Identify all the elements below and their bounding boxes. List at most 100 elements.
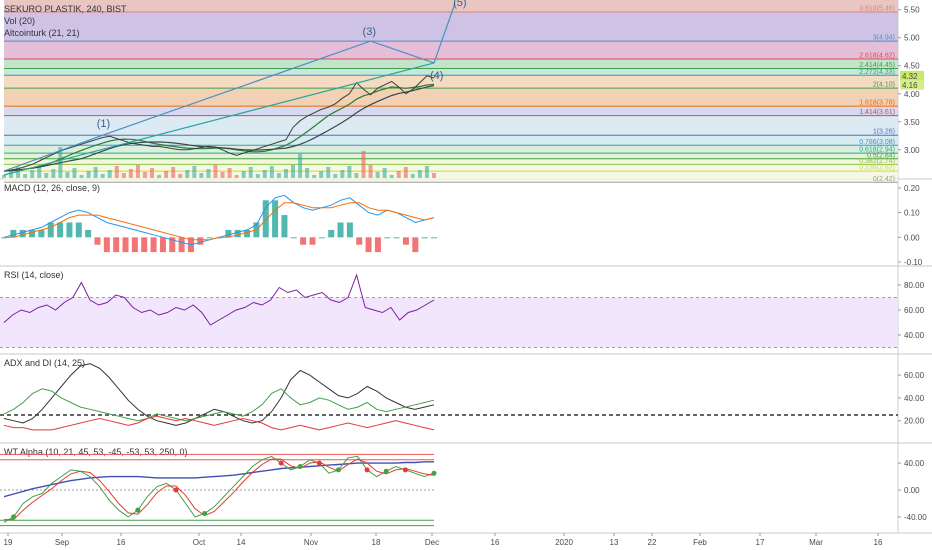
macd-histogram-bar [38, 229, 45, 238]
volume-bar [319, 171, 324, 178]
fib-level-label: 0.618(2.94) [859, 147, 895, 154]
rsi-ytick-label: 80.00 [904, 281, 925, 290]
fib-zone [4, 68, 898, 76]
macd-histogram-bar [328, 229, 335, 238]
wt-cross-dot [135, 507, 141, 513]
fib-level-label: 0.382(2.74) [859, 158, 895, 165]
volume-bar [382, 168, 387, 178]
macd-histogram-bar [131, 237, 138, 253]
wt-cross-dot [278, 460, 284, 466]
macd-histogram-bar [262, 200, 269, 238]
volume-bar [37, 166, 42, 178]
price-ytick-label: 3.50 [904, 118, 920, 127]
volume-indicator-label: Vol (20) [4, 16, 35, 26]
altcointurk-slow-line [3, 85, 435, 172]
wt-long-line [3, 461, 434, 498]
wt-cross-dot [335, 467, 341, 473]
wave-label-1: (1) [97, 118, 110, 130]
fib-zone [4, 88, 898, 107]
price-badge-label: 4.16 [902, 81, 918, 90]
macd-histogram-bar [159, 237, 166, 253]
wave-channel-line [3, 62, 435, 176]
fib-zone [4, 75, 898, 89]
volume-bar [178, 174, 183, 178]
macd-histogram-bar [10, 229, 17, 238]
wt1-line [3, 455, 435, 523]
fib-level-label: 1.414(3.61) [859, 109, 895, 116]
macd-histogram-bar [290, 237, 297, 239]
adx-title: ADX and DI (14, 25) [4, 358, 85, 368]
time-tick-label: Mar [809, 538, 823, 547]
macd-histogram-bar [94, 237, 101, 245]
fib-level-label: 3.618(5.46) [859, 5, 895, 12]
volume-bar [424, 166, 429, 178]
wave-label-4: (4) [430, 70, 443, 82]
volume-bar [248, 167, 253, 178]
macd-ytick-label: 0.10 [904, 209, 920, 218]
fib-zone [4, 115, 898, 136]
fib-zone [4, 145, 898, 154]
volume-bar [86, 171, 91, 178]
fib-zone [4, 41, 898, 60]
fib-zone [4, 164, 898, 172]
time-tick-label: 2020 [555, 538, 573, 547]
wt-cross-dot [364, 467, 370, 473]
rsi-title: RSI (14, close) [4, 270, 64, 280]
fib-zone [4, 106, 898, 116]
macd-histogram-bar [57, 222, 64, 238]
volume-bar [142, 172, 147, 178]
macd-histogram-bar [374, 237, 381, 253]
fib-zone [4, 0, 898, 12]
wt-cross-dot [431, 470, 437, 476]
macd-histogram-bar [346, 222, 353, 238]
macd-histogram-bar [150, 237, 157, 253]
fib-zone [4, 171, 898, 183]
volume-bar [432, 173, 436, 178]
macd-histogram-bar [29, 229, 36, 238]
volume-bar [347, 166, 352, 178]
volume-bar [185, 170, 190, 178]
oscillator-panes[interactable]: MACD (12, 26, close, 9) RSI (14, close) AD… [0, 183, 898, 527]
time-tick-label: 22 [648, 538, 657, 547]
volume-bar [276, 173, 281, 178]
volume-bar [44, 173, 49, 178]
volume-bar [23, 174, 28, 178]
fib-level-label: 2.272(4.33) [859, 69, 895, 76]
volume-bar [93, 167, 98, 178]
volume-bar [234, 175, 239, 178]
volume-bar [403, 167, 408, 178]
macd-histogram-bar [281, 215, 288, 238]
volume-bar [16, 167, 21, 178]
macd-ytick-label: 0.20 [904, 184, 920, 193]
wt-cross-dot [316, 460, 322, 466]
volume-bar [199, 173, 204, 178]
wt-alpha-ytick-label: -40.00 [904, 513, 927, 522]
macd-histogram-bar [234, 229, 241, 238]
wt2-line [4, 458, 435, 521]
volume-bar [65, 172, 70, 178]
volume-bar [30, 170, 35, 178]
price-ytick-label: 4.00 [904, 90, 920, 99]
volume-bar [206, 169, 211, 178]
volume-bar [227, 168, 232, 178]
time-tick-label: Feb [693, 538, 707, 547]
time-tick-label: 14 [237, 538, 246, 547]
macd-ytick-label: -0.10 [904, 258, 923, 267]
rsi-ytick-label: 60.00 [904, 306, 925, 315]
volume-bar [298, 154, 303, 178]
macd-histogram-bar [412, 237, 419, 253]
volume-bar [79, 175, 84, 178]
volume-bar [312, 175, 317, 178]
volume-bar [9, 171, 14, 178]
volume-bar [417, 170, 422, 178]
volume-bar [135, 165, 140, 178]
volume-bar [100, 174, 105, 178]
wt-cross-dot [383, 468, 389, 474]
volume-bar [164, 171, 169, 178]
macd-histogram-bar [244, 229, 251, 238]
fib-level-label: 1.618(3.78) [859, 100, 895, 107]
price-pane[interactable]: 3.618(5.46) 3(4.94) 2.618(4.62) 2.414(4.45)… [2, 0, 898, 183]
altcointurk-indicator-label: Altcointurk (21, 21) [4, 28, 80, 38]
time-tick-label: 16 [874, 538, 883, 547]
chart-panes [0, 0, 932, 534]
